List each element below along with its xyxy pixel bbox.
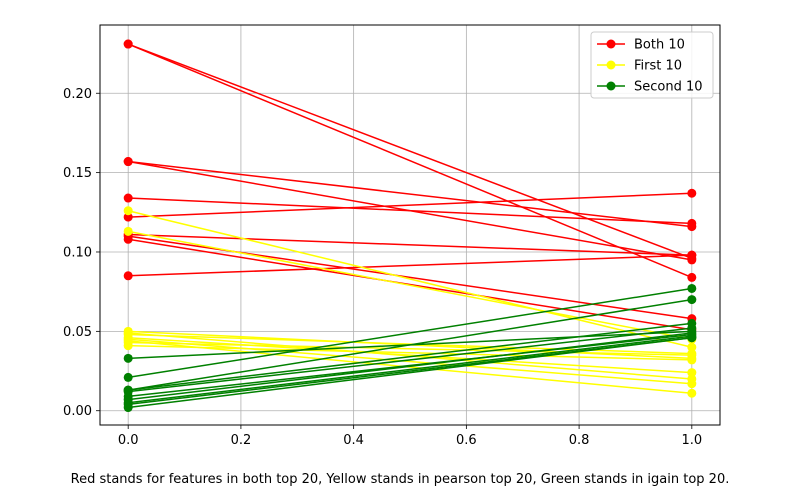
series-line bbox=[128, 287, 692, 379]
data-point bbox=[123, 341, 133, 351]
series-line bbox=[128, 338, 692, 385]
series-line bbox=[128, 344, 692, 361]
series-line bbox=[128, 332, 692, 401]
data-point bbox=[123, 226, 133, 236]
x-tick-label: 0.6 bbox=[456, 433, 477, 448]
series-first-10 bbox=[123, 206, 697, 398]
data-point bbox=[687, 295, 697, 305]
series-line bbox=[128, 322, 692, 391]
data-point bbox=[123, 271, 133, 281]
data-point bbox=[123, 206, 133, 216]
figure-caption: Red stands for features in both top 20, … bbox=[70, 472, 730, 487]
series-line bbox=[128, 230, 692, 341]
data-point bbox=[687, 388, 697, 398]
y-tick-label: 0.00 bbox=[63, 404, 92, 419]
data-point bbox=[123, 212, 133, 222]
legend-box bbox=[590, 31, 714, 99]
legend-label: Both 10 bbox=[634, 38, 685, 53]
plot-frame bbox=[99, 24, 721, 426]
data-point bbox=[687, 250, 697, 260]
x-tick-label: 0.4 bbox=[343, 433, 364, 448]
data-point bbox=[123, 193, 133, 203]
legend-label: Second 10 bbox=[634, 80, 703, 95]
series-line bbox=[128, 333, 692, 355]
data-point bbox=[687, 333, 697, 343]
series-line bbox=[128, 209, 692, 348]
data-point bbox=[123, 353, 133, 363]
data-point bbox=[687, 379, 697, 389]
series-second-10 bbox=[123, 283, 697, 413]
x-tick-label: 0.2 bbox=[231, 433, 252, 448]
data-point bbox=[123, 234, 133, 244]
series-line bbox=[128, 336, 692, 374]
series-line bbox=[128, 332, 692, 380]
series-line bbox=[127, 43, 693, 260]
legend-label: First 10 bbox=[634, 59, 682, 74]
data-point bbox=[123, 403, 133, 413]
series-line bbox=[128, 335, 692, 404]
series-line bbox=[128, 254, 692, 277]
x-tick-label: 1.0 bbox=[681, 433, 702, 448]
data-point bbox=[687, 368, 697, 378]
series-line bbox=[128, 298, 692, 391]
series-line bbox=[127, 43, 693, 279]
y-tick-label: 0.05 bbox=[63, 325, 92, 340]
series-line bbox=[128, 233, 692, 256]
data-point bbox=[687, 355, 697, 365]
series-line bbox=[128, 327, 692, 393]
data-point bbox=[123, 39, 133, 49]
data-point bbox=[687, 188, 697, 198]
legend: Both 10 First 10 Second 10 bbox=[590, 31, 714, 99]
series-line bbox=[128, 192, 692, 218]
data-point bbox=[687, 272, 697, 282]
y-tick-label: 0.15 bbox=[63, 166, 92, 181]
data-point bbox=[123, 157, 133, 167]
y-tick-label: 0.10 bbox=[63, 245, 92, 260]
data-lines bbox=[123, 39, 697, 413]
legend-marker bbox=[606, 60, 616, 70]
series-line bbox=[128, 197, 692, 225]
y-tick-label: 0.20 bbox=[63, 87, 92, 102]
series-line bbox=[128, 341, 692, 356]
series-line bbox=[128, 340, 692, 395]
series-line bbox=[128, 333, 692, 398]
series-line bbox=[128, 160, 692, 228]
x-tick-label: 0.8 bbox=[569, 433, 590, 448]
axis-ticks: 0.0 0.2 0.4 0.6 0.8 1.0 0.00 0.05 0.10 0.15 0.20 bbox=[63, 87, 702, 448]
data-point bbox=[687, 342, 697, 352]
data-point bbox=[123, 372, 133, 382]
series-line bbox=[128, 336, 692, 409]
legend-marker bbox=[606, 81, 616, 91]
data-point bbox=[687, 218, 697, 228]
legend-marker bbox=[606, 39, 616, 49]
data-point bbox=[687, 283, 697, 293]
x-tick-label: 0.0 bbox=[118, 433, 139, 448]
